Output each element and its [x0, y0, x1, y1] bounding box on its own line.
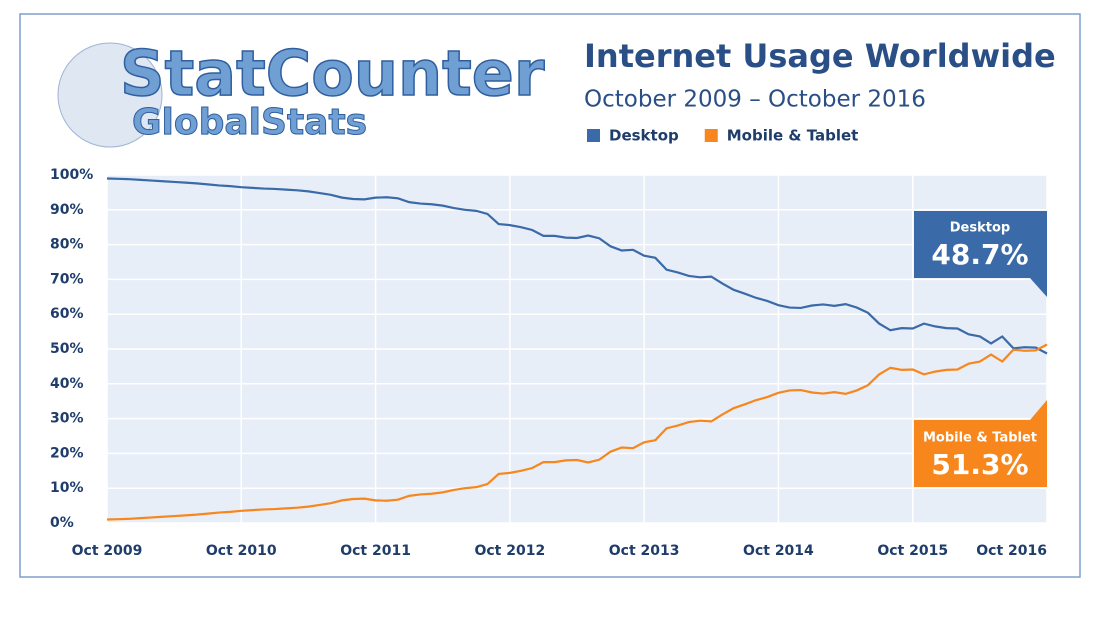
- y-tick-label: 10%: [50, 480, 84, 496]
- logo-word: GlobalStats: [132, 102, 367, 143]
- annotation-box: [914, 211, 1047, 297]
- chart-subtitle: October 2009 – October 2016: [584, 87, 926, 113]
- x-tick-label: Oct 2009: [72, 543, 143, 559]
- annotation-value: 51.3%: [931, 448, 1028, 481]
- y-tick-label: 70%: [50, 271, 84, 287]
- x-tick-label: Oct 2014: [743, 543, 814, 559]
- x-tick-label: Oct 2016: [976, 543, 1047, 559]
- y-tick-label: 30%: [50, 411, 84, 427]
- x-tick-label: Oct 2011: [340, 543, 411, 559]
- x-tick-label: Oct 2015: [877, 543, 948, 559]
- annotation-title: Desktop: [950, 221, 1010, 236]
- y-tick-label: 40%: [50, 376, 84, 392]
- annotation-value: 48.7%: [931, 238, 1028, 271]
- x-tick-label: Oct 2013: [609, 543, 680, 559]
- x-tick-label: Oct 2010: [206, 543, 277, 559]
- legend-label: Mobile & Tablet: [727, 127, 859, 145]
- y-tick-label: 60%: [50, 306, 84, 322]
- y-tick-label: 90%: [50, 202, 84, 218]
- annotation-title: Mobile & Tablet: [923, 431, 1037, 446]
- logo-word: StatCounter: [120, 37, 545, 110]
- y-tick-label: 0%: [50, 515, 74, 531]
- legend-swatch: [587, 129, 600, 142]
- x-tick-label: Oct 2012: [474, 543, 545, 559]
- y-tick-label: 20%: [50, 445, 84, 461]
- line-series: [106, 343, 1048, 521]
- chart-title: Internet Usage Worldwide: [584, 37, 1056, 75]
- line-series: [106, 177, 1048, 355]
- annotation-box: [914, 400, 1047, 487]
- y-tick-label: 100%: [50, 167, 93, 183]
- y-tick-label: 80%: [50, 237, 84, 253]
- legend-swatch: [704, 129, 718, 142]
- legend-label: Desktop: [609, 127, 679, 145]
- y-tick-label: 50%: [50, 341, 84, 357]
- logo-globe: [57, 42, 163, 148]
